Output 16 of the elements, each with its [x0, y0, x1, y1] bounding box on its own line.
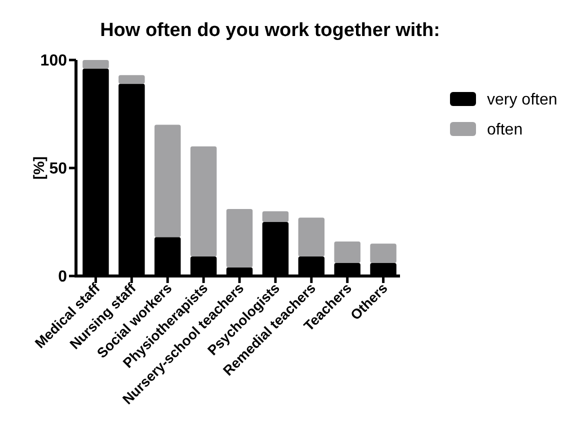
- bar: [82, 60, 109, 69]
- bar: [154, 124, 181, 238]
- bar: [298, 218, 325, 257]
- bar: [118, 75, 145, 84]
- bar: [226, 209, 253, 268]
- y-tick-label: 50: [49, 160, 68, 178]
- bar: [370, 244, 396, 264]
- legend-label: very often: [487, 92, 558, 109]
- bar: [190, 146, 217, 257]
- legend-label: often: [487, 122, 523, 139]
- chart-title: How often do you work together with:: [100, 20, 440, 41]
- bar: [262, 211, 289, 222]
- y-tick-label: 0: [58, 268, 68, 286]
- bar: [334, 241, 360, 264]
- y-tick-label: 100: [40, 52, 68, 70]
- y-axis-title: [%]: [31, 156, 48, 180]
